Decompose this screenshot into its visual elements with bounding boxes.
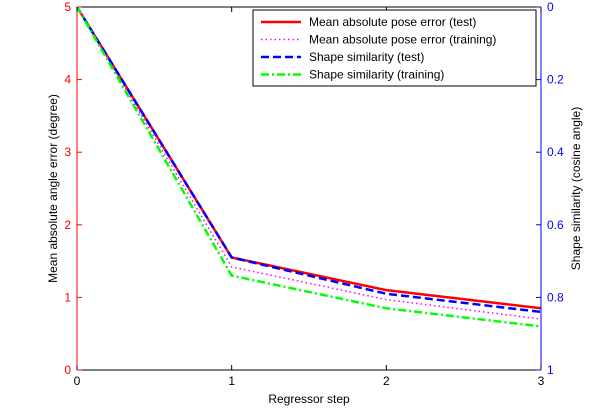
legend: Mean absolute pose error (test) Mean abso…	[252, 9, 537, 87]
series-line-4	[75, 6, 542, 328]
x-tick-label: 3	[538, 374, 545, 388]
right-y-tick-label: 1	[547, 363, 554, 377]
legend-label-2: Mean absolute pose error (training)	[309, 33, 496, 47]
x-tick-label: 2	[383, 374, 390, 388]
axes-layer	[76, 6, 542, 371]
right-y-tick-label: 0.6	[547, 218, 564, 232]
series-layer	[75, 6, 542, 328]
right-y-tick-label: 0	[547, 0, 554, 14]
series-line-3	[75, 6, 542, 314]
x-tick-label: 0	[74, 374, 81, 388]
right-y-axis-label: Shape similarity (cosine angle)	[569, 107, 583, 270]
left-y-tick-label: 3	[64, 145, 71, 159]
legend-label-1: Mean absolute pose error (test)	[309, 15, 476, 29]
legend-label-3: Shape similarity (test)	[309, 50, 424, 64]
left-y-tick-label: 2	[64, 218, 71, 232]
left-y-tick-label: 0	[64, 363, 71, 377]
ticks-layer: 0 1 2 3 0 1 2 3 4 5 0 0.2 0.4 0.6 0.8 1	[64, 0, 564, 388]
right-y-tick-label: 0.2	[547, 73, 564, 87]
left-y-axis-label: Mean absolute angle error (degree)	[46, 94, 60, 283]
legend-label-4: Shape similarity (training)	[309, 68, 444, 82]
right-y-tick-label: 0.4	[547, 145, 564, 159]
right-y-tick-label: 0.8	[547, 290, 564, 304]
x-tick-label: 1	[228, 374, 235, 388]
left-y-tick-label: 4	[64, 73, 71, 87]
x-axis-label: Regressor step	[268, 392, 350, 406]
left-y-tick-label: 1	[64, 290, 71, 304]
left-y-tick-label: 5	[64, 0, 71, 14]
